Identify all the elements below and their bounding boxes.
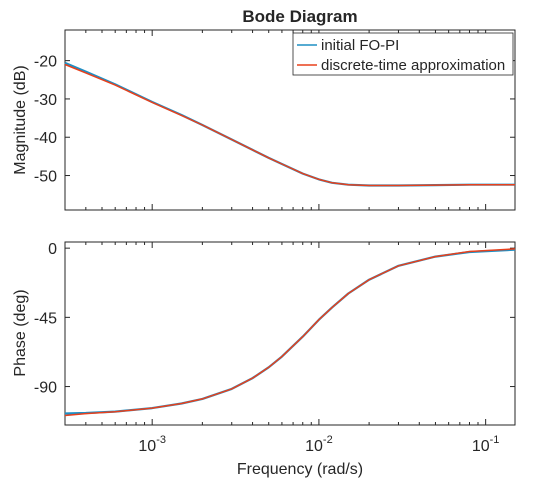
phase-x-ticks: 10-3 10-2 10-1: [64, 242, 500, 455]
y-tick-label: -50: [34, 169, 57, 186]
magnitude-x-ticks: [64, 30, 487, 210]
y-tick-label: -20: [34, 54, 57, 71]
magnitude-ylabel: Magnitude (dB): [12, 65, 29, 174]
x-tick-label: 10-3: [138, 434, 166, 455]
x-axis-label: Frequency (rad/s): [237, 461, 363, 478]
phase-ylabel: Phase (deg): [12, 289, 29, 376]
magnitude-y-ticks: -20 -30 -40 -50: [34, 54, 515, 186]
y-tick-label: -40: [34, 130, 57, 147]
legend-label-initial: initial FO-PI: [321, 37, 399, 54]
y-tick-label: -45: [34, 310, 57, 327]
figure-title: Bode Diagram: [242, 7, 357, 26]
phase-series: [64, 248, 516, 417]
magnitude-axes: -20 -30 -40 -50 Magnitude (dB) initial FO-P…: [12, 29, 516, 211]
phase-plot-area: [64, 241, 516, 426]
legend: initial FO-PI discrete-time approximatio…: [292, 32, 514, 76]
series-line-approximation: [64, 63, 515, 187]
series-line-approximation: [64, 248, 516, 417]
x-tick-label: 10-2: [305, 434, 333, 455]
phase-axes: 0 -45 -90 10-3 10-2 10-1 Phase (deg): [12, 241, 516, 455]
legend-label-approximation: discrete-time approximation: [321, 57, 505, 74]
phase-y-ticks: 0 -45 -90: [34, 241, 515, 397]
y-tick-label: 0: [48, 241, 57, 258]
y-tick-label: -90: [34, 380, 57, 397]
x-tick-label: 10-1: [472, 434, 500, 455]
magnitude-series: [64, 61, 515, 187]
legend-box: [292, 32, 514, 76]
y-tick-label: -30: [34, 92, 57, 109]
